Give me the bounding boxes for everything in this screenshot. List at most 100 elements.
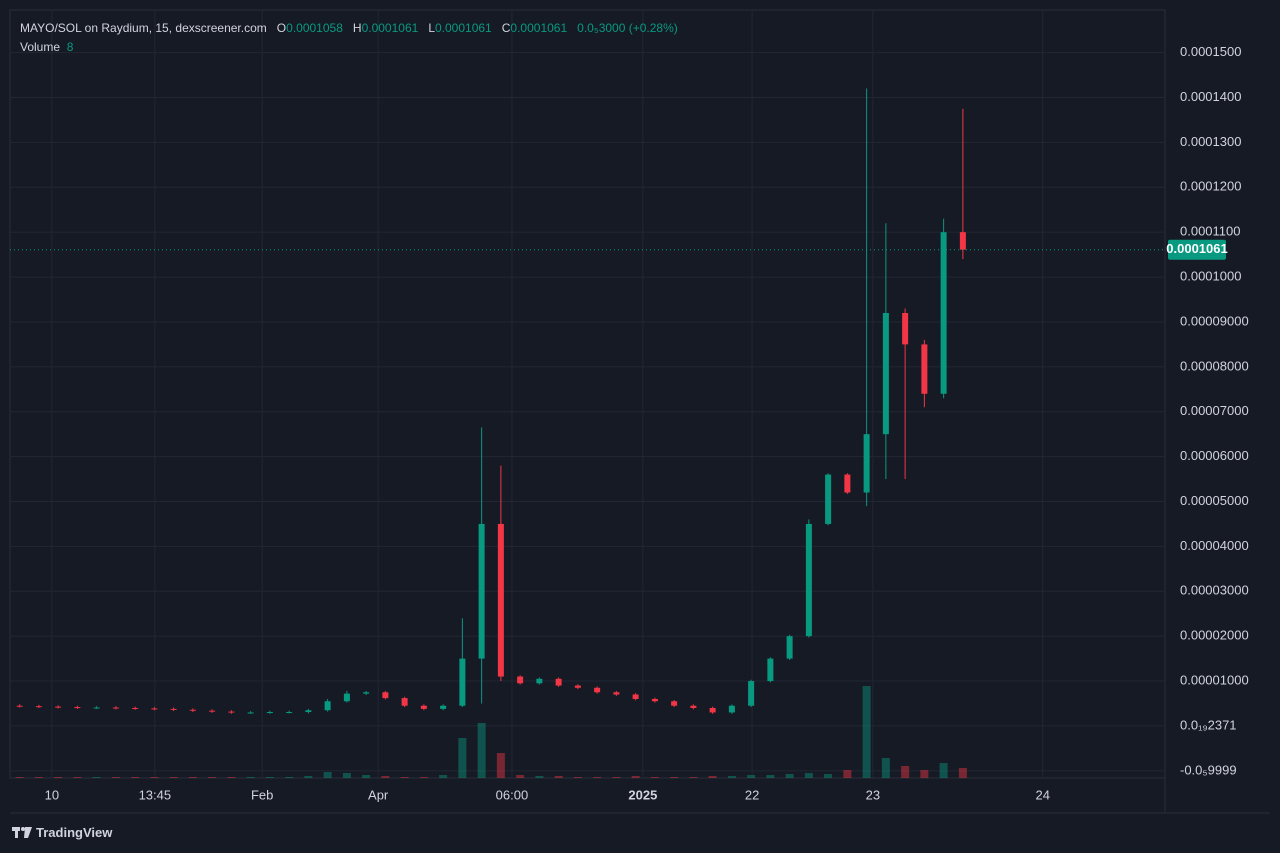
o-value: 0.0001058 xyxy=(286,21,343,35)
volume-bar xyxy=(862,686,871,778)
x-tick-label: 24 xyxy=(1036,787,1050,802)
axes-layer: 0.0001500 0.0001400 0.0001300 0.0001200 0.00… xyxy=(10,44,1249,802)
candle-body xyxy=(382,692,389,699)
volume-bar xyxy=(573,777,582,778)
volume-bar xyxy=(169,777,178,778)
candle-body xyxy=(93,707,100,709)
volume-bar xyxy=(747,775,756,778)
candle-body xyxy=(632,694,639,700)
l-value: 0.0001061 xyxy=(435,21,492,35)
candle-body xyxy=(767,658,774,682)
candle-body xyxy=(55,706,62,708)
volume-bar xyxy=(381,776,390,778)
y-tick-label: 0.0001000 xyxy=(1180,269,1241,284)
y-tick-label: 0.0001300 xyxy=(1180,134,1241,149)
candle-body xyxy=(709,707,716,713)
last-price-box xyxy=(1168,239,1226,260)
h-value: 0.0001061 xyxy=(361,21,419,35)
l-label: L xyxy=(428,21,435,35)
volume-bar xyxy=(689,777,698,778)
volume-bar xyxy=(881,758,890,778)
candle-body xyxy=(266,712,273,714)
volume-bar xyxy=(92,777,101,778)
candle-body xyxy=(902,312,909,345)
x-tick-label: 06:00 xyxy=(496,787,529,802)
change: 0.0₅3000 (+0.28%) xyxy=(577,21,678,35)
candle-body xyxy=(132,707,139,709)
volume-row: Volume 8 xyxy=(20,38,678,57)
y-tick-label: 0.0001100 xyxy=(1180,224,1241,239)
o-label: O xyxy=(276,21,287,35)
volume-bar xyxy=(516,775,525,778)
tv-logo xyxy=(12,827,32,838)
candle-body xyxy=(16,705,23,707)
candle-body xyxy=(825,474,832,524)
candle-body xyxy=(497,523,504,677)
candle-body xyxy=(305,710,312,713)
candle-body xyxy=(286,712,293,714)
candle-body xyxy=(209,710,216,712)
volume-bar xyxy=(285,777,294,778)
symbol-title: MAYO/SOL on Raydium, 15, dexscreener.com xyxy=(20,21,267,35)
candle-body xyxy=(35,706,42,708)
volume-bar xyxy=(419,777,428,778)
volume-bar xyxy=(342,773,351,778)
candle-body xyxy=(921,344,928,394)
candle-body xyxy=(151,708,158,710)
volume-bar xyxy=(265,777,274,778)
candle-body xyxy=(805,523,812,637)
volume-label: Volume xyxy=(20,40,61,54)
volume-bar xyxy=(631,776,640,778)
candle-body xyxy=(478,523,485,659)
volume-bar xyxy=(15,777,24,778)
volume-bar xyxy=(843,770,852,778)
volume-bar xyxy=(458,738,467,778)
candle-body xyxy=(844,474,851,493)
x-tick-label: 13:45 xyxy=(139,787,172,802)
volume-bar xyxy=(323,772,332,778)
volume-bar xyxy=(188,777,197,778)
candle-body xyxy=(555,678,562,686)
x-tick-label: Feb xyxy=(251,787,273,802)
candle-body xyxy=(574,685,581,688)
volume-bar xyxy=(766,775,775,778)
candle-body xyxy=(517,676,524,684)
c-label: C xyxy=(501,21,511,35)
y-tick-label: 0.00009000 xyxy=(1180,313,1249,328)
volume-bar xyxy=(535,776,544,778)
volume-bar xyxy=(785,774,794,778)
volume-bar xyxy=(670,777,679,778)
volume-bar xyxy=(901,766,910,778)
x-tick-label: 10 xyxy=(45,787,59,802)
x-tick-label: 22 xyxy=(745,787,759,802)
volume-bar xyxy=(920,770,929,778)
candle-body xyxy=(613,692,620,695)
last-price-label: 0.0001061 xyxy=(1166,241,1227,256)
plot-area xyxy=(9,9,1166,779)
y-tick-label: 0.00003000 xyxy=(1180,583,1249,598)
volume-bar xyxy=(554,776,563,778)
y-tick-label: 0.0001500 xyxy=(1180,44,1241,59)
volume-bar xyxy=(650,777,659,778)
volume-bar xyxy=(73,777,82,778)
candle-body xyxy=(170,708,177,710)
candle-body xyxy=(247,712,254,714)
candle-body xyxy=(863,434,870,493)
y-tick-label: 0.00007000 xyxy=(1180,403,1249,418)
legend-row: MAYO/SOL on Raydium, 15, dexscreener.com… xyxy=(20,19,678,38)
candle-body xyxy=(420,705,427,709)
y-tick-label: -0.0₅9999 xyxy=(1180,762,1237,777)
candle-body xyxy=(401,698,408,706)
y-tick-label: 0.00008000 xyxy=(1180,358,1249,373)
y-tick-label: 0.00004000 xyxy=(1180,538,1249,553)
y-tick-label: 0.00006000 xyxy=(1180,448,1249,463)
h-label: H xyxy=(352,21,362,35)
candle-body xyxy=(882,312,889,435)
volume-bar xyxy=(439,775,448,778)
volume-bar xyxy=(804,773,813,778)
volume-bar xyxy=(304,776,313,778)
x-tick-label: Apr xyxy=(368,787,389,802)
volume-bar xyxy=(400,777,409,778)
volume-bar xyxy=(939,763,948,778)
